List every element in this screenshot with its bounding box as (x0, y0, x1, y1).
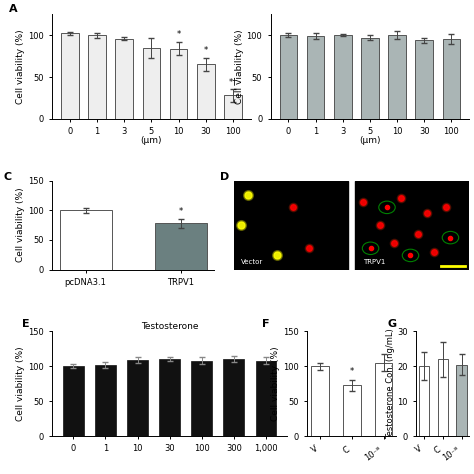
Bar (116, 38, 133, 119)
Y-axis label: Cell viability (%): Cell viability (%) (16, 29, 25, 104)
Bar (170, 48, 187, 119)
Bar (61, 34, 79, 119)
Y-axis label: Cell viability (%): Cell viability (%) (16, 188, 25, 263)
Bar (88, 35, 106, 119)
Bar (155, 223, 207, 270)
X-axis label: (μm): (μm) (359, 137, 381, 146)
Bar (223, 359, 245, 436)
Bar (234, 181, 348, 270)
Bar (255, 361, 276, 436)
Text: F: F (262, 319, 270, 329)
Bar (307, 36, 325, 119)
Bar (438, 359, 448, 436)
Text: E: E (22, 319, 29, 329)
Bar (191, 361, 212, 436)
Bar (311, 366, 328, 436)
Bar (159, 359, 180, 436)
Text: *: * (176, 30, 181, 39)
Text: A: A (9, 4, 17, 14)
Title: Testosterone: Testosterone (141, 321, 199, 330)
Text: C: C (3, 172, 11, 182)
Text: *: * (350, 367, 354, 376)
Bar (127, 360, 148, 436)
Bar (95, 365, 116, 436)
Y-axis label: Cell viability (%): Cell viability (%) (235, 29, 244, 104)
Text: Vector: Vector (241, 259, 264, 265)
Bar (280, 35, 297, 119)
Bar (356, 181, 469, 270)
Bar (388, 35, 406, 119)
Bar (375, 363, 392, 436)
Text: *†: *† (228, 77, 237, 86)
Text: D: D (220, 172, 229, 182)
Bar (419, 366, 429, 436)
X-axis label: (μm): (μm) (141, 137, 162, 146)
Text: TRPV1: TRPV1 (364, 259, 386, 265)
Text: G: G (387, 319, 396, 329)
Y-axis label: Cell viability (%): Cell viability (%) (271, 346, 280, 421)
Bar (456, 365, 467, 436)
Bar (60, 210, 112, 270)
Text: *: * (179, 207, 183, 216)
Y-axis label: Testosterone Con. (ng/mL): Testosterone Con. (ng/mL) (385, 328, 394, 439)
Bar (224, 95, 242, 119)
Bar (143, 48, 160, 119)
Y-axis label: Cell viability (%): Cell viability (%) (16, 346, 25, 421)
Bar (443, 39, 460, 119)
Bar (343, 385, 361, 436)
Bar (415, 40, 433, 119)
Bar (63, 366, 84, 436)
Bar (361, 37, 379, 119)
Bar (334, 35, 352, 119)
Bar (197, 64, 215, 119)
Text: *: * (204, 46, 208, 55)
